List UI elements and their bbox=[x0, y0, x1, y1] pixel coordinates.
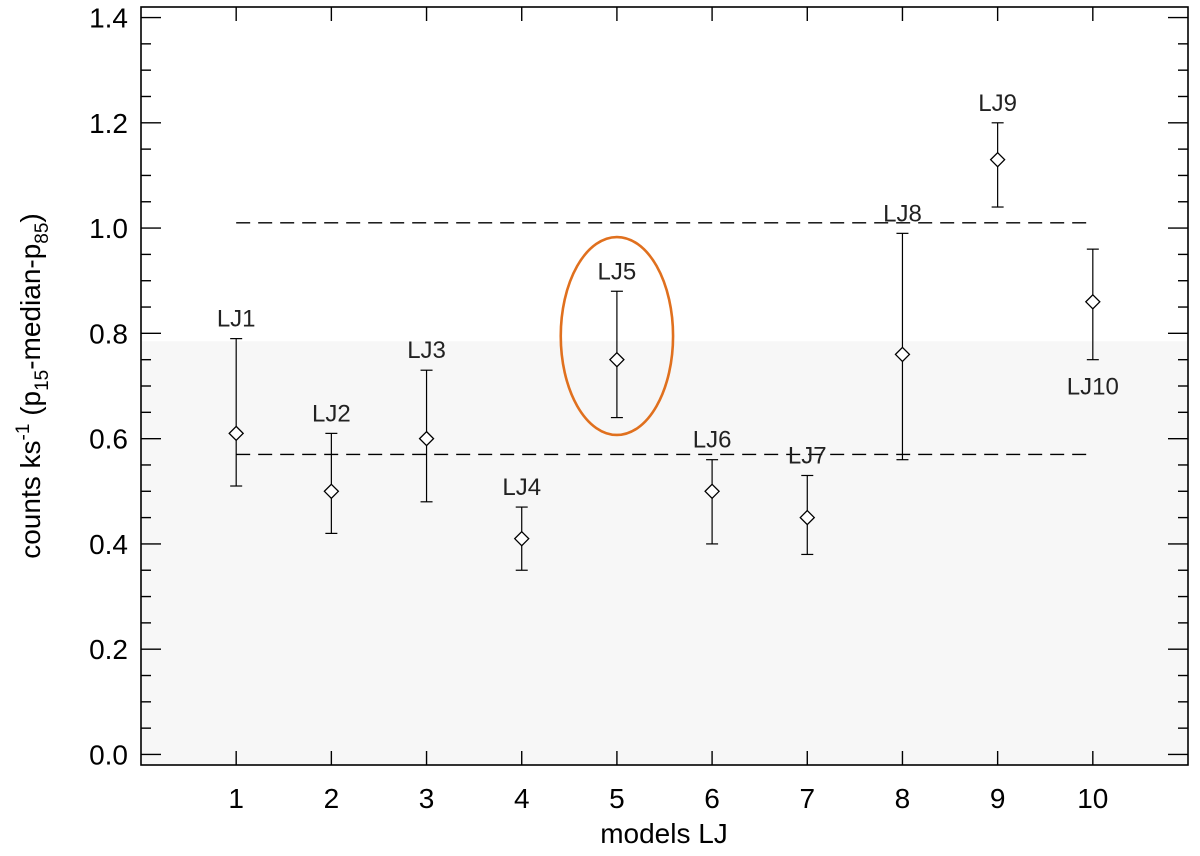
y-axis-ticks: 0.0 0.2 0.4 0.6 0.8 1.0 1.2 1.4 bbox=[89, 3, 1188, 770]
point-label-LJ2: LJ2 bbox=[312, 400, 351, 427]
x-tick-label-10: 10 bbox=[1077, 783, 1108, 814]
y-tick-label-6: 1.2 bbox=[89, 108, 128, 139]
y-tick-label-4: 0.8 bbox=[89, 318, 128, 349]
y-axis-title-open: (p bbox=[15, 391, 46, 424]
data-point-LJ8 bbox=[894, 346, 911, 363]
y-axis-title-close: ) bbox=[15, 213, 46, 222]
y-axis-title: counts ks-1 (p15-median-p85) bbox=[13, 213, 53, 559]
shaded-band bbox=[142, 341, 1187, 765]
y-axis-title-superscript: -1 bbox=[13, 424, 34, 441]
data-point-LJ7 bbox=[799, 509, 816, 526]
x-tick-label-1: 1 bbox=[228, 783, 244, 814]
data-point-LJ2 bbox=[323, 483, 340, 500]
data-points bbox=[228, 151, 1101, 547]
point-label-LJ4: LJ4 bbox=[502, 474, 541, 501]
point-label-LJ3: LJ3 bbox=[407, 337, 446, 364]
y-axis-title-main: counts ks bbox=[15, 440, 46, 558]
x-tick-label-2: 2 bbox=[324, 783, 340, 814]
y-axis-title-subscript-1: 15 bbox=[32, 370, 53, 391]
data-point-LJ6 bbox=[704, 483, 721, 500]
data-point-LJ1 bbox=[228, 425, 245, 442]
y-tick-label-3: 0.6 bbox=[89, 424, 128, 455]
point-label-LJ10: LJ10 bbox=[1067, 374, 1119, 401]
x-axis-title: models LJ bbox=[600, 818, 728, 849]
point-label-LJ1: LJ1 bbox=[217, 306, 256, 333]
x-tick-label-5: 5 bbox=[609, 783, 625, 814]
y-tick-label-2: 0.4 bbox=[89, 529, 128, 560]
data-point-LJ10 bbox=[1084, 293, 1101, 310]
point-label-LJ5: LJ5 bbox=[598, 258, 637, 285]
x-axis-ticks: 1 2 3 4 5 6 7 8 9 10 bbox=[228, 7, 1108, 814]
point-labels: LJ1 LJ2 LJ3 LJ4 LJ5 LJ6 LJ7 LJ8 LJ9 LJ10 bbox=[217, 90, 1119, 501]
error-bars bbox=[230, 122, 1099, 571]
y-axis-title-subscript-2: 85 bbox=[32, 223, 53, 244]
data-point-LJ5 bbox=[608, 351, 625, 368]
x-tick-label-3: 3 bbox=[419, 783, 435, 814]
data-point-LJ9 bbox=[989, 151, 1006, 168]
y-axis-title-middle: -median-p bbox=[15, 244, 46, 370]
reference-lines bbox=[236, 222, 1093, 456]
y-tick-label-0: 0.0 bbox=[89, 739, 128, 770]
point-label-LJ6: LJ6 bbox=[693, 427, 732, 454]
x-tick-label-6: 6 bbox=[704, 783, 720, 814]
data-point-LJ3 bbox=[418, 430, 435, 447]
highlight-ellipse bbox=[559, 235, 675, 437]
point-label-LJ9: LJ9 bbox=[978, 90, 1017, 117]
data-point-LJ4 bbox=[513, 530, 530, 547]
x-tick-label-8: 8 bbox=[895, 783, 911, 814]
point-label-LJ8: LJ8 bbox=[883, 200, 922, 227]
point-label-LJ7: LJ7 bbox=[788, 442, 827, 469]
x-tick-label-4: 4 bbox=[514, 783, 530, 814]
y-tick-label-7: 1.4 bbox=[89, 3, 128, 34]
y-tick-label-5: 1.0 bbox=[89, 213, 128, 244]
x-tick-label-9: 9 bbox=[990, 783, 1006, 814]
y-tick-label-1: 0.2 bbox=[89, 634, 128, 665]
x-tick-label-7: 7 bbox=[799, 783, 815, 814]
